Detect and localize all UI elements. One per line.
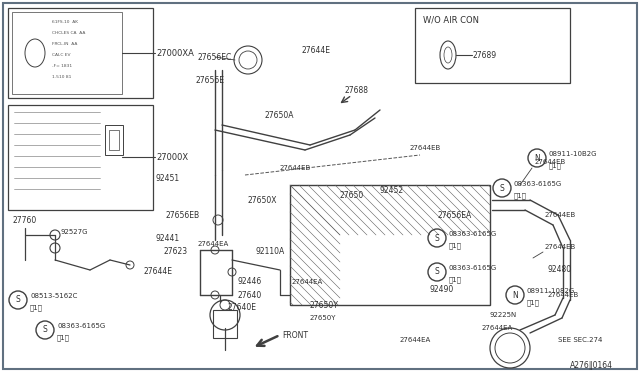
- Bar: [415, 8, 570, 83]
- Text: 92446: 92446: [237, 278, 261, 286]
- Text: 92225N: 92225N: [490, 312, 517, 318]
- Text: FRONT: FRONT: [282, 330, 308, 340]
- Text: 27644EA: 27644EA: [292, 279, 323, 285]
- Bar: [105, 125, 123, 155]
- Bar: [12, 12, 122, 94]
- Bar: [8, 8, 153, 98]
- Text: （1）: （1）: [549, 163, 562, 169]
- Bar: [290, 185, 490, 305]
- Text: 27644EB: 27644EB: [548, 292, 579, 298]
- Text: 08363-6165G: 08363-6165G: [449, 231, 497, 237]
- Text: S: S: [435, 267, 440, 276]
- Bar: [213, 310, 237, 338]
- Text: 27644EB: 27644EB: [535, 159, 566, 165]
- Text: 92490: 92490: [430, 285, 454, 295]
- Text: 27644EB: 27644EB: [410, 145, 441, 151]
- Text: 08911-1082G: 08911-1082G: [527, 288, 575, 294]
- Text: 27656E: 27656E: [196, 76, 225, 84]
- Text: N: N: [534, 154, 540, 163]
- Text: 08363-6165G: 08363-6165G: [449, 265, 497, 271]
- Text: 27644EA: 27644EA: [400, 337, 431, 343]
- Text: （1）: （1）: [449, 243, 462, 249]
- Text: （1）: （1）: [514, 193, 527, 199]
- Text: CHCLES CA  AA: CHCLES CA AA: [52, 31, 85, 35]
- Text: 92480: 92480: [548, 266, 572, 275]
- Text: 08513-5162C: 08513-5162C: [30, 293, 77, 299]
- Text: 27644E: 27644E: [302, 45, 331, 55]
- Bar: [109, 130, 119, 150]
- Text: 27656EA: 27656EA: [438, 211, 472, 219]
- Text: 27688: 27688: [345, 86, 369, 94]
- Text: 27689: 27689: [473, 51, 497, 60]
- Text: 27644EA: 27644EA: [198, 241, 229, 247]
- Text: 08363-6165G: 08363-6165G: [57, 323, 105, 329]
- Text: 27000X: 27000X: [156, 153, 188, 161]
- Text: S: S: [43, 326, 47, 334]
- Text: S: S: [500, 183, 504, 192]
- Text: 27650A: 27650A: [265, 110, 294, 119]
- Text: 27650Y: 27650Y: [310, 315, 337, 321]
- Text: 92527G: 92527G: [60, 229, 88, 235]
- Text: S: S: [435, 234, 440, 243]
- Text: 27760: 27760: [12, 215, 36, 224]
- Text: 92452: 92452: [380, 186, 404, 195]
- Text: 92451: 92451: [155, 173, 179, 183]
- Text: CALC EV: CALC EV: [52, 53, 70, 57]
- Text: 27644EA: 27644EA: [482, 325, 513, 331]
- Text: N: N: [512, 291, 518, 299]
- Text: 08363-6165G: 08363-6165G: [514, 181, 563, 187]
- Text: 27644EB: 27644EB: [280, 165, 311, 171]
- Text: -F= 1831: -F= 1831: [52, 64, 72, 68]
- Text: W/O AIR CON: W/O AIR CON: [423, 16, 479, 25]
- Text: （1）: （1）: [57, 335, 70, 341]
- Text: 08911-10B2G: 08911-10B2G: [549, 151, 598, 157]
- Text: 27640E: 27640E: [228, 304, 257, 312]
- Text: 1.510 81: 1.510 81: [52, 75, 72, 79]
- Text: 27650: 27650: [340, 190, 364, 199]
- Text: 61FS.10  AK: 61FS.10 AK: [52, 20, 78, 24]
- Text: 27650Y: 27650Y: [310, 301, 339, 310]
- Text: SEE SEC.274: SEE SEC.274: [558, 337, 602, 343]
- Text: （1）: （1）: [30, 305, 43, 311]
- Text: 27656EB: 27656EB: [165, 211, 199, 219]
- Text: 27644EB: 27644EB: [545, 212, 576, 218]
- Text: （1）: （1）: [449, 277, 462, 283]
- Text: S: S: [15, 295, 20, 305]
- Text: 27640: 27640: [238, 292, 262, 301]
- Text: FRCL.IN  AA: FRCL.IN AA: [52, 42, 77, 46]
- Text: 92110A: 92110A: [255, 247, 284, 257]
- Text: 27644E: 27644E: [143, 267, 172, 276]
- Text: 27656EC: 27656EC: [198, 52, 232, 61]
- Text: 27000XA: 27000XA: [156, 48, 194, 58]
- Text: 27623: 27623: [163, 247, 187, 257]
- Text: （1）: （1）: [527, 300, 540, 306]
- Text: 27644EB: 27644EB: [545, 244, 576, 250]
- Text: 92441: 92441: [155, 234, 179, 243]
- Bar: [8, 105, 153, 210]
- Text: A276‖0164: A276‖0164: [570, 360, 613, 369]
- Text: 27650X: 27650X: [247, 196, 276, 205]
